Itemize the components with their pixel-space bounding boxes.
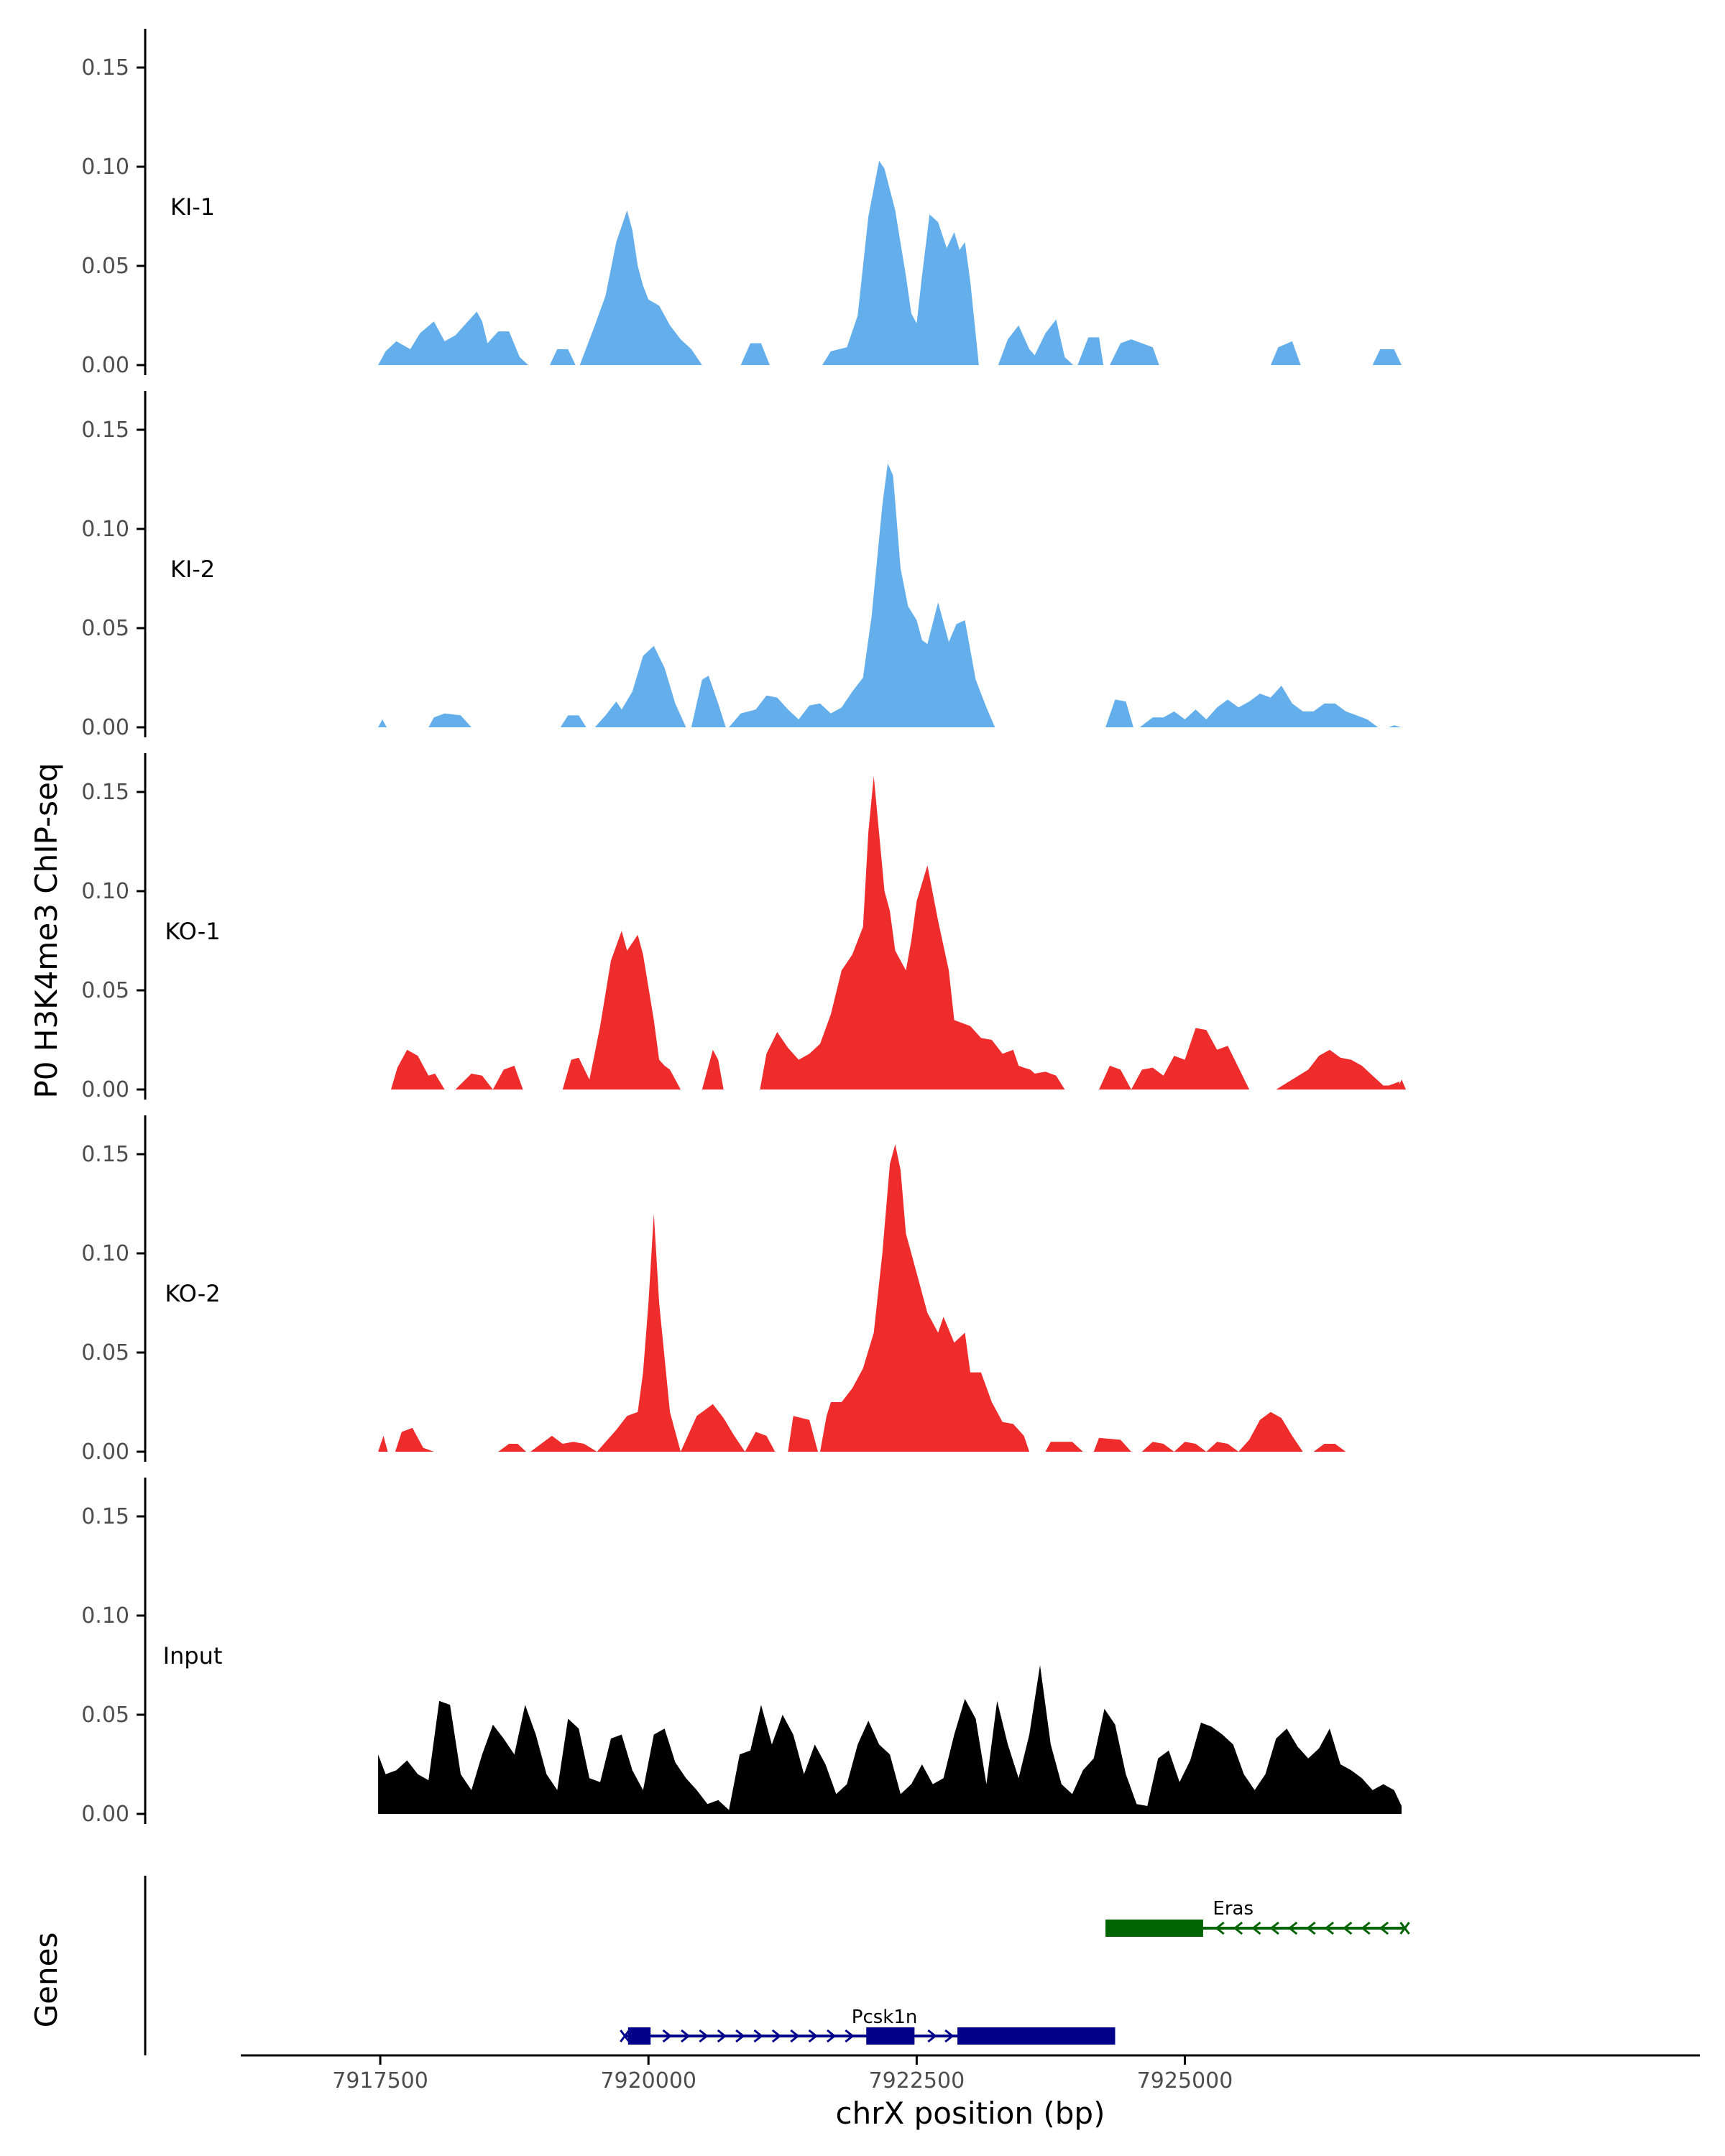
gene-strand-arrow-eras	[1233, 1921, 1243, 1935]
gene-strand-arrow-pcsk1n	[771, 2029, 782, 2043]
y-tick-label-ki-1: 0.00	[81, 353, 129, 378]
gene-track: Pcsk1n Eras	[144, 1876, 1410, 2055]
x-tick-label: 7920000	[600, 2068, 696, 2093]
y-tick-label-ko-2: 0.15	[81, 1142, 129, 1167]
y-tick-label-ki-1: 0.10	[81, 155, 129, 180]
gene-label-eras: Eras	[1213, 1898, 1254, 1920]
track-label-ko-2: KO-2	[165, 1280, 220, 1307]
gene-strand-arrow-pcsk1n	[735, 2029, 745, 2043]
y-tick-label-ko-2: 0.10	[81, 1241, 129, 1266]
genes-axis-title: Genes	[29, 1932, 64, 2028]
tracks-layer: 0.00 0.05 0.10 0.15 KI-1 0.00 0.05 0.10 0.15 KI-…	[81, 29, 1407, 1827]
gene-strand-arrow-pcsk1n	[827, 2029, 837, 2043]
y-axis-title: P0 H3K4me3 ChIP-seq	[29, 763, 64, 1098]
y-tick-label-input: 0.05	[81, 1703, 129, 1728]
gene-end-cap-eras	[1399, 1922, 1410, 1935]
signal-area-ko-2	[378, 1144, 1402, 1452]
y-tick-label-ko-2: 0.05	[81, 1340, 129, 1365]
gene-label-pcsk1n: Pcsk1n	[852, 2007, 918, 2028]
gene-strand-arrow-eras	[1324, 1921, 1334, 1935]
signal-area-input	[378, 1665, 1402, 1814]
y-tick-label-input: 0.00	[81, 1802, 129, 1827]
gene-strand-arrow-eras	[1215, 1921, 1225, 1935]
gene-strand-arrow-pcsk1n	[699, 2029, 709, 2043]
signal-area-ki-1	[378, 160, 1402, 365]
gene-strand-arrow-eras	[1287, 1921, 1298, 1935]
y-tick-label-ko-1: 0.10	[81, 879, 129, 904]
gene-strand-arrow-pcsk1n	[662, 2029, 672, 2043]
gene-strand-arrow-pcsk1n	[944, 2029, 954, 2043]
gene-exon-pcsk1n	[627, 2027, 651, 2045]
track-label-ko-1: KO-1	[165, 918, 220, 945]
track-ko-2: 0.00 0.05 0.10 0.15 KO-2	[81, 1115, 1402, 1465]
y-tick-label-ki-2: 0.10	[81, 517, 129, 542]
gene-strand-arrow-eras	[1269, 1921, 1279, 1935]
signal-blip-ko-2	[820, 1442, 829, 1452]
gene-exon-eras	[1105, 1920, 1203, 1937]
gene-strand-arrow-pcsk1n	[808, 2029, 818, 2043]
signal-area-ki-2	[378, 463, 1402, 727]
y-tick-label-ki-1: 0.15	[81, 55, 129, 80]
gene-exon-pcsk1n	[957, 2027, 1116, 2045]
y-tick-label-ki-1: 0.05	[81, 254, 129, 279]
y-tick-label-ko-1: 0.00	[81, 1077, 129, 1102]
track-input: 0.00 0.05 0.10 0.15 Input	[81, 1478, 1402, 1827]
signal-blip-ki-2	[1156, 717, 1166, 727]
x-tick-label: 7922500	[869, 2068, 965, 2093]
track-ki-2: 0.00 0.05 0.10 0.15 KI-2	[81, 391, 1402, 740]
track-label-ki-1: KI-1	[170, 193, 215, 221]
signal-blip-ko-1	[1397, 1079, 1407, 1089]
y-tick-label-ki-2: 0.15	[81, 418, 129, 443]
y-tick-label-ki-2: 0.05	[81, 616, 129, 641]
x-axis: 7917500 7920000 7922500 7925000	[241, 2054, 1700, 2093]
y-tick-label-input: 0.15	[81, 1504, 129, 1529]
track-label-ki-2: KI-2	[170, 556, 215, 583]
x-axis-title: chrX position (bp)	[836, 2096, 1105, 2131]
gene-exon-pcsk1n	[866, 2027, 915, 2045]
track-ko-1: 0.00 0.05 0.10 0.15 KO-1	[81, 753, 1407, 1102]
gene-strand-arrow-pcsk1n	[927, 2029, 937, 2043]
gene-strand-arrow-pcsk1n	[845, 2029, 855, 2043]
signal-area-ko-1	[391, 775, 1400, 1089]
gene-strand-arrow-eras	[1379, 1921, 1389, 1935]
gene-strand-arrow-pcsk1n	[717, 2029, 727, 2043]
gene-strand-arrow-pcsk1n	[790, 2029, 800, 2043]
y-tick-label-ko-1: 0.05	[81, 978, 129, 1003]
gene-strand-arrow-eras	[1306, 1921, 1316, 1935]
y-tick-label-input: 0.10	[81, 1603, 129, 1628]
y-tick-label-ko-2: 0.00	[81, 1439, 129, 1465]
gene-strand-arrow-eras	[1343, 1921, 1353, 1935]
gene-strand-arrow-eras	[1251, 1921, 1261, 1935]
y-tick-label-ki-2: 0.00	[81, 715, 129, 740]
gene-strand-arrow-pcsk1n	[753, 2029, 763, 2043]
gene-strand-arrow-eras	[1361, 1921, 1371, 1935]
x-tick-label: 7925000	[1137, 2068, 1233, 2093]
gene-strand-arrow-pcsk1n	[681, 2029, 691, 2043]
x-tick-label: 7917500	[332, 2068, 428, 2093]
y-tick-label-ko-1: 0.15	[81, 780, 129, 805]
track-ki-1: 0.00 0.05 0.10 0.15 KI-1	[81, 29, 1402, 378]
track-label-input: Input	[163, 1642, 223, 1669]
gene-end-cap-pcsk1n	[620, 2030, 630, 2042]
